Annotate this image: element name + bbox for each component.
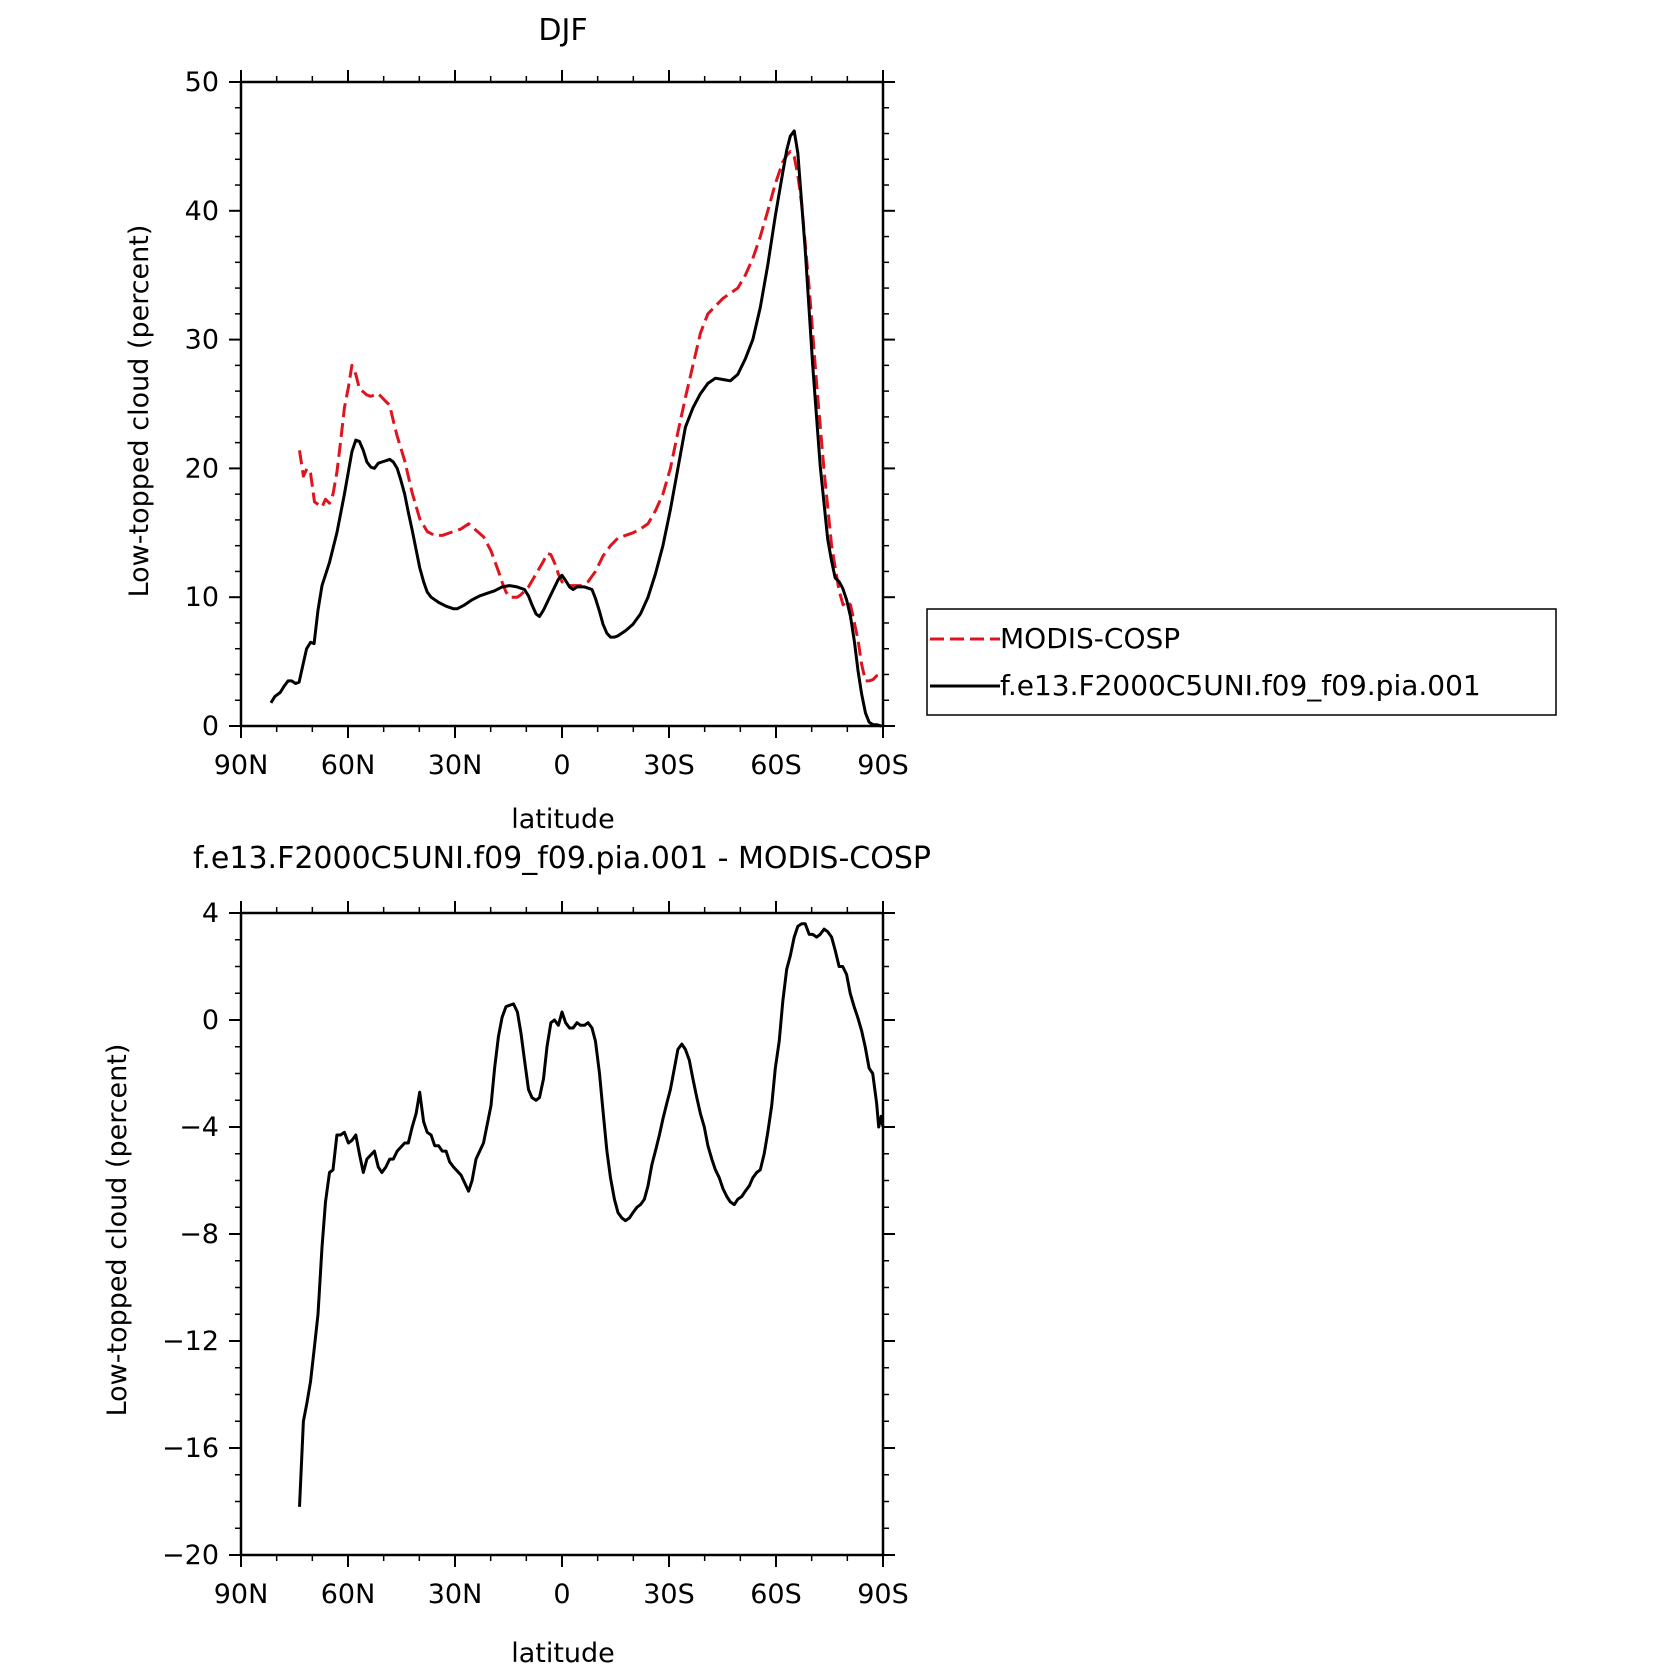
x-tick-label-bottom: 60S <box>750 1579 802 1610</box>
series-line-top-0 <box>298 150 882 683</box>
y-tick-label-bottom: −12 <box>162 1326 219 1357</box>
x-tick-label-bottom: 60N <box>321 1579 376 1610</box>
y-axis-label-bottom: Low-topped cloud (percent) <box>102 1044 133 1417</box>
y-tick-label-bottom: −20 <box>162 1540 219 1571</box>
y-tick-label-top: 0 <box>202 711 219 742</box>
y-tick-label-bottom: −8 <box>179 1219 219 1250</box>
legend-box <box>926 608 1557 716</box>
plot-frame-bottom <box>239 911 885 1557</box>
y-tick-label-bottom: −4 <box>179 1112 219 1143</box>
x-tick-label-top: 30N <box>428 750 483 781</box>
y-tick-label-top: 30 <box>185 325 219 356</box>
y-tick-label-top: 10 <box>185 582 219 613</box>
y-tick-label-top: 50 <box>185 67 219 98</box>
x-tick-label-bottom: 30S <box>643 1579 695 1610</box>
y-tick-label-top: 40 <box>185 196 219 227</box>
y-tick-label-bottom: 4 <box>202 898 219 929</box>
x-tick-label-bottom: 0 <box>553 1579 570 1610</box>
x-tick-label-top: 0 <box>553 750 570 781</box>
x-axis-label-top: latitude <box>511 804 615 835</box>
plot-area-top: 90N 60N 30N 0 30S 60S 90S 0 10 20 30 40 50 <box>185 67 909 781</box>
series-line-bottom-0 <box>298 922 885 1507</box>
x-axis-label-bottom: latitude <box>511 1638 615 1669</box>
x-tick-label-top: 90N <box>214 750 269 781</box>
series-line-top-1 <box>269 129 882 728</box>
x-tick-label-bottom: 30N <box>428 1579 483 1610</box>
chart-panel-bottom: f.e13.F2000C5UNI.f09_f09.pia.001 - MODIS… <box>102 841 931 1669</box>
x-tick-label-top: 60S <box>750 750 802 781</box>
y-axis-label-top: Low-topped cloud (percent) <box>124 225 155 598</box>
x-tick-label-bottom: 90S <box>857 1579 909 1610</box>
plot-area-bottom: 90N 60N 30N 0 30S 60S 90S 4 0 −4 −8 −12 −16 −20 <box>162 898 909 1610</box>
legend-label-model: f.e13.F2000C5UNI.f09_f09.pia.001 <box>1000 669 1481 702</box>
chart-panel-top: DJF 90N 60N 30N 0 30S 60S 90S 0 10 20 30 40 50 latit… <box>124 13 1557 835</box>
x-tick-label-top: 60N <box>321 750 376 781</box>
x-tick-label-top: 90S <box>857 750 909 781</box>
y-tick-label-bottom: 0 <box>202 1005 219 1036</box>
legend: MODIS-COSP f.e13.F2000C5UNI.f09_f09.pia.… <box>926 608 1557 716</box>
y-tick-label-top: 20 <box>185 453 219 484</box>
x-tick-label-top: 30S <box>643 750 695 781</box>
plot-frame-top <box>239 80 885 728</box>
y-tick-label-bottom: −16 <box>162 1433 219 1464</box>
legend-label-obs: MODIS-COSP <box>1000 622 1180 655</box>
chart-title-bottom: f.e13.F2000C5UNI.f09_f09.pia.001 - MODIS… <box>193 841 931 876</box>
chart-title-top: DJF <box>538 13 587 48</box>
x-tick-label-bottom: 90N <box>214 1579 269 1610</box>
